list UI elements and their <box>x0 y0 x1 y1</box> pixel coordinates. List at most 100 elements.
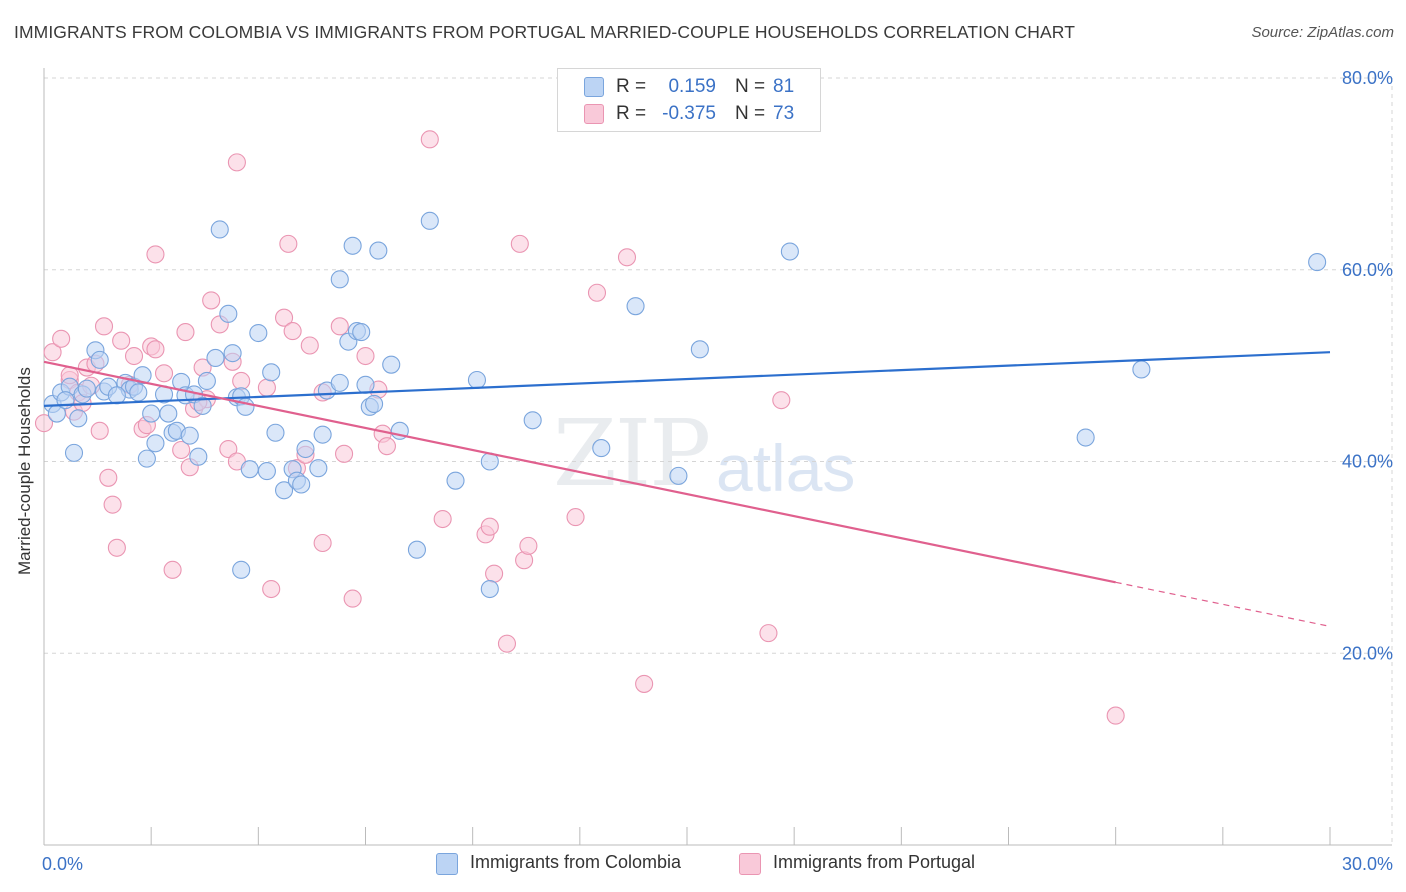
portugal-point <box>497 634 517 653</box>
portugal-point <box>112 331 131 350</box>
colombia-point <box>1308 253 1327 272</box>
portugal-point <box>90 421 109 440</box>
portugal-point <box>343 589 362 608</box>
colombia-point <box>142 404 161 423</box>
portugal-point <box>103 495 122 514</box>
portugal-point <box>519 536 538 555</box>
portugal-point <box>202 291 221 310</box>
colombia-point <box>343 236 362 255</box>
portugal-point <box>146 245 165 264</box>
portugal-point <box>587 283 607 302</box>
axes <box>43 68 1392 846</box>
trend-lines <box>43 351 1331 627</box>
x-tick-label-min: 0.0% <box>42 854 83 874</box>
colombia-point <box>1132 360 1151 379</box>
colombia-trend-line <box>43 351 1331 407</box>
portugal-points <box>34 130 1125 725</box>
stats-row-colombia: R = 0.159 N = 81 <box>558 74 820 100</box>
portugal-point <box>1106 706 1125 725</box>
colombia-point <box>69 409 88 428</box>
colombia-point <box>257 462 276 481</box>
watermark-atlas: atlas <box>716 431 856 505</box>
portugal-trend-extrapolation <box>1115 581 1331 627</box>
portugal-point <box>330 317 349 336</box>
colombia-point <box>669 466 688 485</box>
colombia-point <box>356 375 375 394</box>
portugal-point <box>566 508 585 527</box>
colombia-point <box>133 366 152 385</box>
colombia-n-value: 81 <box>773 76 795 97</box>
portugal-trend-line <box>43 360 1116 584</box>
colombia-point <box>77 379 96 398</box>
colombia-point <box>159 404 178 423</box>
colombia-point <box>592 439 611 458</box>
colombia-point <box>313 425 332 444</box>
colombia-point <box>275 481 294 500</box>
colombia-point <box>189 447 208 466</box>
colombia-n-label: N = <box>735 76 766 97</box>
portugal-n-label: N = <box>735 103 766 124</box>
portugal-point <box>176 323 195 342</box>
colombia-point <box>90 350 109 369</box>
portugal-point <box>124 346 144 366</box>
portugal-point <box>99 468 118 487</box>
portugal-point <box>163 560 182 579</box>
portugal-point <box>34 414 54 433</box>
portugal-n-value: 73 <box>773 103 795 124</box>
portugal-point <box>107 538 126 557</box>
portugal-r-value: -0.375 <box>662 103 716 124</box>
portugal-point <box>510 234 529 253</box>
colombia-point <box>107 386 126 405</box>
stats-row-portugal: R = -0.375 N = 73 <box>558 101 820 127</box>
y-tick-label: 80.0% <box>1342 68 1393 88</box>
legend-label-portugal: Immigrants from Portugal <box>773 852 976 872</box>
portugal-point <box>94 317 114 336</box>
colombia-point <box>232 560 251 579</box>
portugal-point <box>313 533 332 553</box>
colombia-point <box>330 270 349 289</box>
colombia-r-label: R = <box>616 76 647 97</box>
chart-title: IMMIGRANTS FROM COLOMBIA VS IMMIGRANTS F… <box>14 22 1076 42</box>
x-tick-label-max: 30.0% <box>1342 854 1393 874</box>
colombia-point <box>292 475 311 494</box>
stats-box: R = 0.159 N = 81 R = -0.375 N = 73 <box>557 68 821 132</box>
portugal-point <box>52 329 71 348</box>
legend-label-colombia: Immigrants from Colombia <box>470 852 682 872</box>
portugal-point <box>283 322 302 341</box>
colombia-point <box>407 540 426 559</box>
portugal-point <box>617 248 637 267</box>
colombia-point <box>180 426 199 445</box>
portugal-point <box>262 579 281 599</box>
y-tick-label: 60.0% <box>1342 260 1393 280</box>
portugal-point <box>759 624 778 643</box>
colombia-point <box>266 423 285 442</box>
colombia-point <box>690 340 709 359</box>
colombia-point <box>352 323 371 342</box>
colombia-swatch <box>584 77 604 97</box>
portugal-point <box>377 437 396 456</box>
portugal-point <box>480 517 499 536</box>
colombia-point <box>420 211 439 230</box>
portugal-point <box>300 336 319 355</box>
portugal-r-label: R = <box>616 103 647 124</box>
colombia-point <box>365 394 384 414</box>
y-tick-label: 40.0% <box>1342 452 1393 472</box>
colombia-r-value: 0.159 <box>668 76 716 97</box>
colombia-point <box>240 460 259 479</box>
portugal-point <box>257 378 276 397</box>
legend-item-portugal[interactable]: Immigrants from Portugal <box>739 850 1019 878</box>
colombia-point <box>129 383 148 402</box>
colombia-point <box>780 242 799 261</box>
colombia-point <box>369 241 388 260</box>
portugal-point <box>219 439 238 459</box>
portugal-point <box>485 564 504 583</box>
portugal-point <box>146 340 165 359</box>
legend-item-colombia[interactable]: Immigrants from Colombia <box>436 850 726 878</box>
colombia-point <box>249 323 268 343</box>
portugal-point <box>420 130 439 149</box>
y-tick-label: 20.0% <box>1342 643 1393 663</box>
legend-swatch-colombia <box>436 853 458 875</box>
colombia-point <box>137 449 156 468</box>
portugal-point <box>635 674 654 693</box>
